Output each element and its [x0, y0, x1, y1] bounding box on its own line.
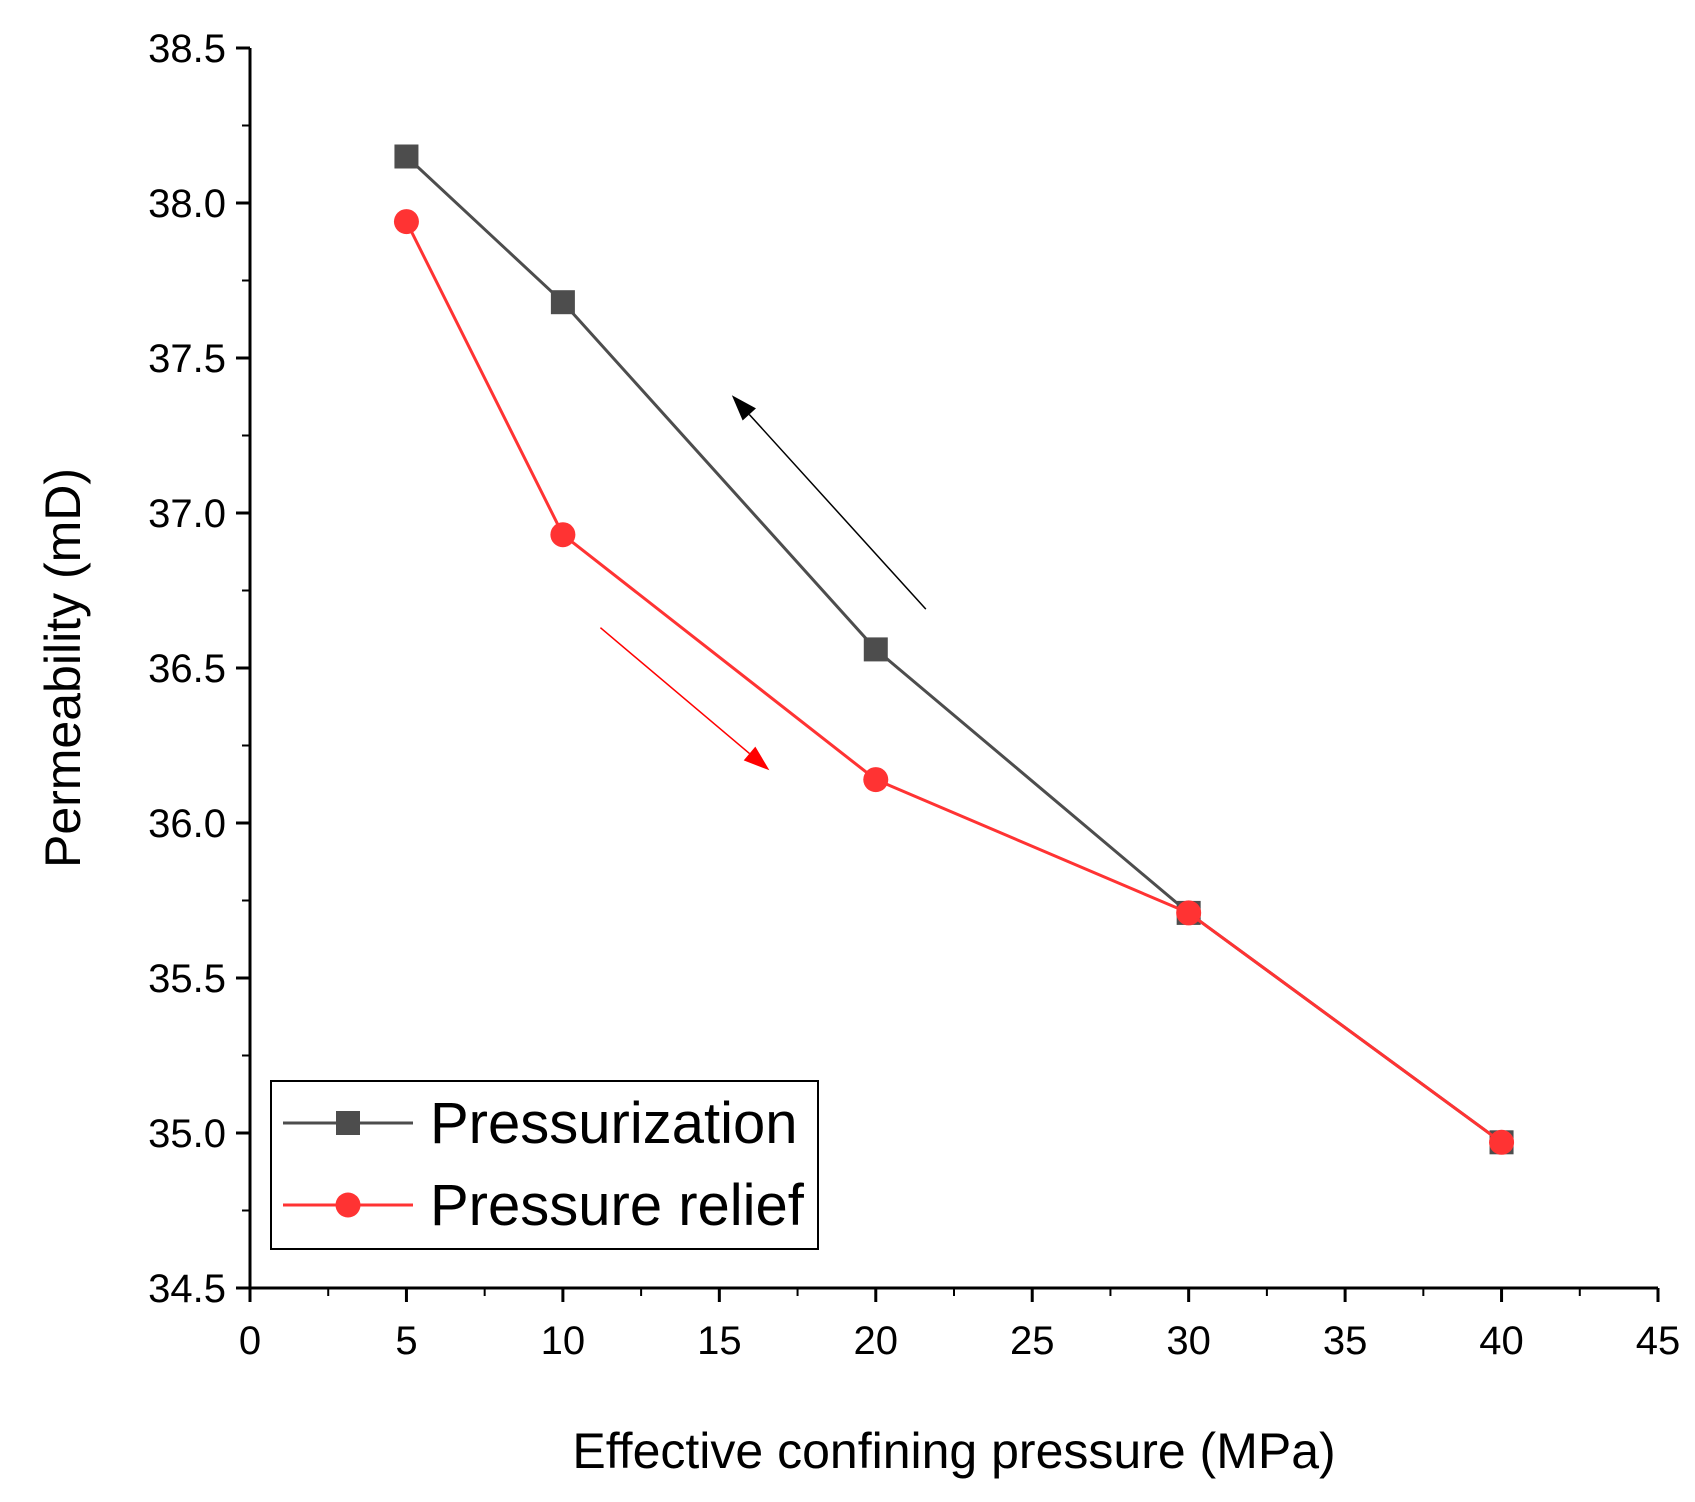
y-tick-label: 35.0: [148, 1112, 226, 1156]
x-tick-label: 20: [854, 1319, 899, 1363]
plot-area: [393, 144, 1515, 1155]
data-point-pressure-relief: [863, 767, 889, 793]
data-point-pressurization: [394, 144, 419, 169]
data-point-pressure-relief: [393, 209, 419, 235]
axis-ticks: [236, 46, 1660, 1302]
legend-marker-square: [336, 1111, 360, 1135]
axis-tick-labels: 0 5 10 15 20 25 30 35 40 45 34.5 35.0 35.5 36.0 36.5 37…: [148, 27, 1680, 1363]
y-tick-label: 35.5: [148, 957, 226, 1001]
annotation-arrow-shaft: [748, 413, 927, 610]
legend-label-pressure-relief: Pressure relief: [430, 1173, 805, 1238]
y-axis-title: Permeability (mD): [35, 468, 91, 868]
x-tick-label: 35: [1323, 1319, 1368, 1363]
x-tick-label: 5: [395, 1319, 417, 1363]
y-tick-label: 38.0: [148, 182, 226, 226]
y-tick-label: 36.0: [148, 802, 226, 846]
annotation-arrow-shaft: [599, 627, 751, 755]
y-tick-label: 37.0: [148, 492, 226, 536]
y-tick-label: 38.5: [148, 27, 226, 71]
annotation-arrow-head: [731, 395, 756, 421]
x-axis-title: Effective confining pressure (MPa): [572, 1423, 1335, 1479]
y-tick-label: 36.5: [148, 647, 226, 691]
legend-label-pressurization: Pressurization: [430, 1091, 797, 1156]
x-tick-label: 45: [1636, 1319, 1681, 1363]
x-tick-label: 15: [697, 1319, 742, 1363]
y-tick-label: 34.5: [148, 1267, 226, 1311]
data-point-pressure-relief: [550, 522, 576, 548]
x-tick-label: 0: [239, 1319, 261, 1363]
legend-box: [270, 1080, 819, 1250]
legend-marker-circle: [335, 1192, 361, 1218]
data-point-pressurization: [863, 637, 888, 662]
legend: Pressurization Pressure relief: [270, 1080, 819, 1250]
x-tick-label: 10: [541, 1319, 586, 1363]
data-point-pressure-relief: [1176, 900, 1202, 926]
y-tick-label: 37.5: [148, 337, 226, 381]
x-tick-label: 25: [1010, 1319, 1055, 1363]
data-point-pressure-relief: [1489, 1129, 1515, 1155]
x-tick-label: 30: [1166, 1319, 1211, 1363]
data-point-pressurization: [550, 290, 575, 315]
x-tick-label: 40: [1479, 1319, 1524, 1363]
annotation-arrow-head: [743, 746, 770, 771]
